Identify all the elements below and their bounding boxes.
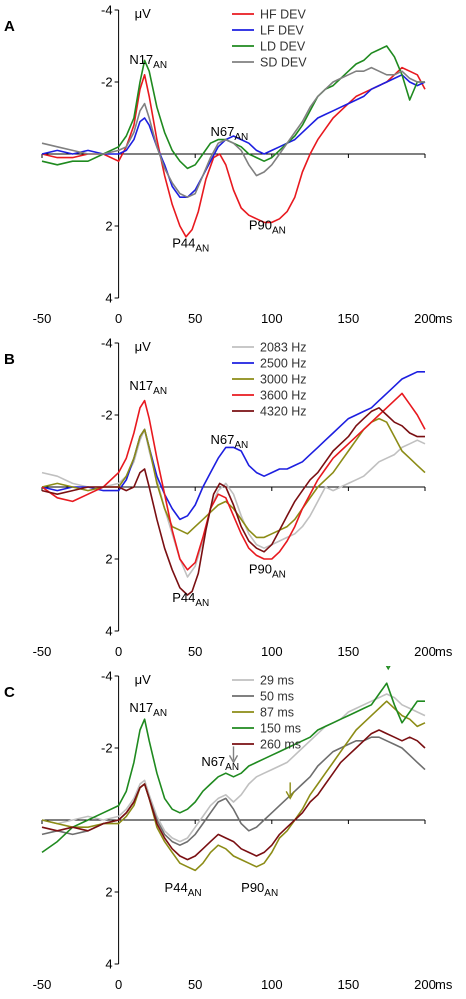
legend-entry: LF DEV	[232, 24, 304, 38]
series-line-2083-hz	[41, 428, 426, 578]
component-label: P44AN	[165, 880, 202, 899]
y-tick-label: -4	[101, 336, 113, 351]
y-tick-label: -4	[101, 669, 113, 684]
series-line-ld-dev	[41, 45, 425, 170]
x-tick-label: 50	[188, 977, 202, 992]
series-line-sd-dev	[41, 66, 425, 198]
component-label: N17AN	[129, 52, 167, 71]
series-line-hf-dev	[41, 66, 426, 238]
y-tick-label: 4	[105, 957, 112, 972]
y-tick-label: 4	[105, 291, 112, 306]
x-tick-label: 100	[261, 644, 283, 659]
legend-entry: 2500 Hz	[232, 357, 307, 371]
x-tick-label: 150	[338, 977, 360, 992]
component-label: P90AN	[249, 218, 286, 237]
component-label: N67AN	[211, 432, 249, 451]
chart-panel-b: B -50 0 50 100 150 200 ms -4 -2 2 4 μV 2083 Hz 2500 Hz…	[4, 336, 453, 660]
legend-entry: SD DEV	[232, 56, 307, 70]
x-axis-unit: ms	[435, 311, 453, 326]
x-tick-label: 0	[115, 311, 122, 326]
x-tick-label: 50	[188, 311, 202, 326]
x-axis-unit: ms	[435, 977, 453, 992]
arrow-marker	[285, 782, 295, 800]
x-tick-label: -50	[33, 644, 52, 659]
legend-label: 50 ms	[260, 690, 294, 704]
component-label: N17AN	[129, 378, 167, 397]
x-tick-label: 200	[414, 977, 436, 992]
legend-label: 29 ms	[260, 674, 294, 688]
legend-entry: 87 ms	[232, 706, 294, 720]
panel-label: C	[4, 684, 15, 701]
legend-entry: 2083 Hz	[232, 341, 307, 355]
legend-label: LD DEV	[260, 40, 306, 54]
panel-label: B	[4, 351, 15, 368]
x-tick-label: 200	[414, 311, 436, 326]
legend-entry: HF DEV	[232, 8, 307, 22]
series-line-29-ms	[41, 693, 426, 843]
component-label: N67AN	[201, 754, 239, 773]
series-line-3600-hz	[41, 392, 426, 571]
series-line-260-ms	[41, 729, 426, 861]
legend-label: 2083 Hz	[260, 341, 307, 355]
y-tick-label: -2	[101, 75, 113, 90]
y-tick-label: 2	[105, 552, 112, 567]
legend-entry: 4320 Hz	[232, 405, 307, 419]
legend-entry: 3600 Hz	[232, 389, 307, 403]
legend-entry: 50 ms	[232, 690, 294, 704]
x-tick-label: 100	[261, 311, 283, 326]
y-tick-label: -2	[101, 741, 113, 756]
y-tick-label: 2	[105, 219, 112, 234]
series-line-lf-dev	[41, 74, 426, 198]
y-tick-label: 2	[105, 885, 112, 900]
component-label: P44AN	[172, 590, 209, 609]
legend-label: LF DEV	[260, 24, 304, 38]
legend-entry: 29 ms	[232, 674, 294, 688]
series-line-4320-hz	[41, 407, 425, 596]
x-tick-label: 0	[115, 644, 122, 659]
panel-label: A	[4, 18, 15, 35]
component-label: P90AN	[249, 561, 286, 580]
x-tick-label: 150	[338, 644, 360, 659]
component-label: P44AN	[172, 236, 209, 255]
legend-label: 260 ms	[260, 738, 301, 752]
legend-entry: 3000 Hz	[232, 373, 307, 387]
component-label: N67AN	[211, 124, 249, 143]
arrow-marker	[228, 746, 239, 764]
series-line-87-ms	[41, 700, 426, 872]
legend-entry: 260 ms	[232, 738, 301, 752]
legend-label: 3600 Hz	[260, 389, 307, 403]
y-axis-label: μV	[135, 339, 151, 354]
chart-panel-a: A -50 0 50 100 150 200 ms -4 -2 2 4 μV HF DEV LF DEV LD…	[4, 3, 453, 327]
x-tick-label: 200	[414, 644, 436, 659]
legend-label: 2500 Hz	[260, 357, 307, 371]
legend-label: 150 ms	[260, 722, 301, 736]
chart-panel-c: C -50 0 50 100 150 200 ms -4 -2 2 4 μV 29 ms 50 ms 87 m…	[4, 666, 453, 992]
x-tick-label: -50	[33, 311, 52, 326]
y-axis-label: μV	[135, 672, 151, 687]
legend-entry: 150 ms	[232, 722, 301, 736]
series-line-150-ms	[41, 682, 425, 854]
x-tick-label: 100	[261, 977, 283, 992]
y-tick-label: -2	[101, 408, 113, 423]
legend-label: SD DEV	[260, 56, 307, 70]
legend-label: 87 ms	[260, 706, 294, 720]
x-tick-label: 150	[338, 311, 360, 326]
x-axis-unit: ms	[435, 644, 453, 659]
y-axis-label: μV	[135, 6, 151, 21]
x-tick-label: 50	[188, 644, 202, 659]
legend-entry: LD DEV	[232, 40, 306, 54]
legend-label: 3000 Hz	[260, 373, 307, 387]
component-label: N17AN	[129, 700, 167, 719]
legend-label: HF DEV	[260, 8, 307, 22]
x-tick-label: 0	[115, 977, 122, 992]
legend-label: 4320 Hz	[260, 405, 307, 419]
y-tick-label: 4	[105, 624, 112, 639]
arrow-marker	[385, 666, 391, 671]
component-label: P90AN	[241, 880, 278, 899]
x-tick-label: -50	[33, 977, 52, 992]
y-tick-label: -4	[101, 3, 113, 18]
